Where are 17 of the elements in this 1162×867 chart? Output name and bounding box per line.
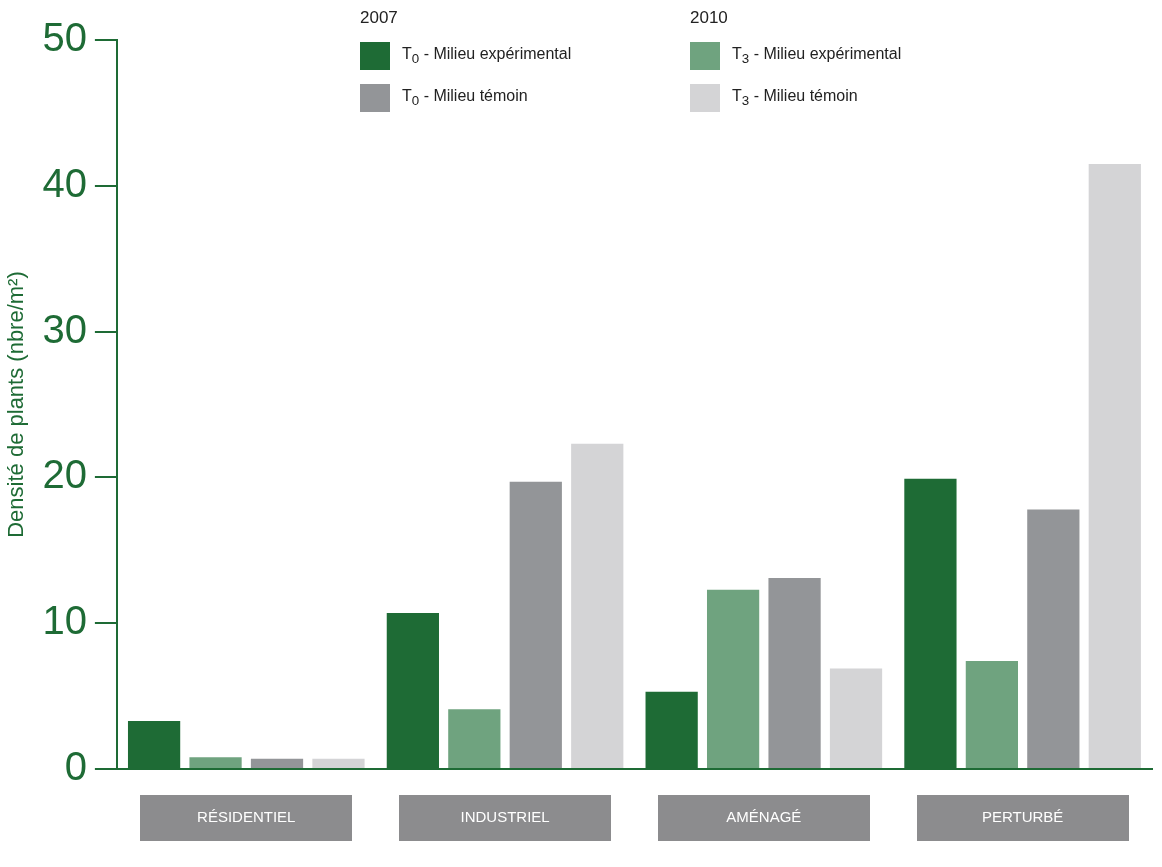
text: 2007 — [360, 8, 399, 28]
x-tick-label: AMÉNAGÉ — [726, 808, 802, 826]
legend-label: T$_{3}$ - Milieu expérimental — [732, 45, 902, 67]
y-tick-label: 0 — [64, 744, 87, 789]
y-tick-label: 20 — [42, 452, 87, 497]
y-tick-label: 30 — [42, 306, 87, 351]
x-tick-label: INDUSTRIEL — [460, 808, 550, 826]
legend-label: T$_{3}$ - Milieu témoin — [732, 87, 858, 109]
text: 2010 — [690, 8, 729, 28]
y-tick-label: 50 — [42, 15, 87, 60]
y-tick-label: 10 — [42, 598, 87, 643]
x-tick-label: RÉSIDENTIEL — [197, 808, 296, 826]
legend-label: T$_{0}$ - Milieu témoin — [402, 87, 528, 109]
y-axis-title: Densité de plants (nbre/m²) — [3, 271, 29, 538]
legend-label: T$_{0}$ - Milieu expérimental — [402, 45, 572, 67]
y-tick-label: 40 — [42, 160, 87, 205]
x-tick-label: PERTURBÉ — [981, 808, 1064, 826]
